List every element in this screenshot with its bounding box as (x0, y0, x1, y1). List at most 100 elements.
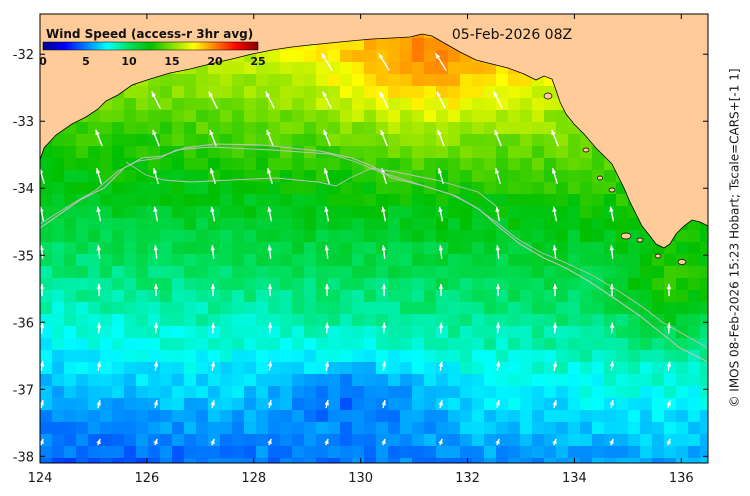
wind-cell (244, 422, 257, 435)
y-tick: -33 (13, 115, 708, 130)
wind-cell (556, 350, 569, 363)
wind-cell (220, 326, 233, 339)
wind-cell (664, 338, 677, 351)
wind-cell (532, 194, 545, 207)
wind-cell (76, 230, 89, 243)
wind-cell (112, 158, 125, 171)
wind-cell (220, 194, 233, 207)
wind-cell (244, 290, 257, 303)
wind-cell (688, 278, 701, 291)
wind-arrow (267, 322, 273, 334)
colorbar-tick-label: 20 (207, 55, 223, 68)
wind-cell (232, 434, 245, 447)
wind-cell (388, 446, 401, 459)
wind-cell (136, 134, 149, 147)
y-tick-label: -37 (13, 383, 34, 398)
wind-cell (184, 362, 197, 375)
wind-arrow (381, 283, 387, 297)
wind-arrow (552, 438, 557, 446)
wind-cell (256, 374, 269, 387)
wind-cell (112, 122, 125, 135)
wind-cell (208, 458, 221, 463)
wind-cell (76, 122, 89, 135)
wind-cell (352, 242, 365, 255)
wind-cell (352, 386, 365, 399)
wind-cell (460, 434, 473, 447)
wind-cell (400, 122, 413, 135)
wind-arrow (381, 438, 386, 446)
wind-cell (616, 350, 629, 363)
wind-cell (232, 458, 245, 463)
wind-cell (52, 146, 65, 159)
wind-arrow (153, 245, 159, 259)
wind-cell (424, 206, 437, 219)
wind-cell (436, 314, 449, 327)
wind-cell (460, 398, 473, 411)
wind-cell (172, 290, 185, 303)
wind-arrow (96, 361, 102, 371)
wind-cell (640, 242, 653, 255)
wind-cell (520, 158, 533, 171)
wind-cell (520, 134, 533, 147)
wind-cell (136, 290, 149, 303)
wind-cell (124, 326, 137, 339)
wind-cell (52, 134, 65, 147)
wind-cell (628, 398, 641, 411)
wind-arrow (438, 438, 443, 446)
wind-cell (232, 290, 245, 303)
wind-arrow (324, 322, 330, 334)
wind-cell (556, 458, 569, 463)
wind-cell (196, 86, 209, 99)
wind-cell (244, 386, 257, 399)
wind-cell (220, 278, 233, 291)
wind-cell (196, 110, 209, 123)
wind-cell (64, 374, 77, 387)
wind-arrow (324, 399, 329, 409)
wind-arrow (381, 361, 387, 371)
wind-cell (556, 254, 569, 267)
wind-cell (304, 134, 317, 147)
wind-cell (484, 278, 497, 291)
wind-cell (328, 146, 341, 159)
wind-cell (268, 86, 281, 99)
wind-cell (580, 398, 593, 411)
wind-arrow (40, 361, 45, 371)
wind-cell (244, 314, 257, 327)
wind-cell (124, 218, 137, 231)
wind-cell (220, 134, 233, 147)
wind-cell (484, 146, 497, 159)
island (582, 147, 590, 153)
wind-cell (76, 350, 89, 363)
wind-cell (196, 302, 209, 315)
wind-cell (52, 302, 65, 315)
wind-cell (424, 362, 437, 375)
wind-cell (364, 218, 377, 231)
wind-cell (412, 194, 425, 207)
wind-cell (40, 446, 53, 459)
wind-cell (688, 362, 701, 375)
wind-cell (436, 386, 449, 399)
wind-cell (112, 314, 125, 327)
wind-cell (292, 410, 305, 423)
wind-cell (700, 446, 708, 459)
wind-cell (244, 170, 257, 183)
wind-cell (328, 122, 341, 135)
wind-arrow (210, 361, 216, 371)
wind-cell (364, 74, 377, 87)
wind-cell (244, 122, 257, 135)
wind-cell (52, 422, 65, 435)
wind-cell (496, 230, 509, 243)
wind-cell (52, 290, 65, 303)
wind-cell (460, 314, 473, 327)
wind-cell (376, 86, 389, 99)
wind-cell (592, 386, 605, 399)
wind-cell (88, 134, 101, 147)
wind-cell (280, 302, 293, 315)
wind-cell (580, 386, 593, 399)
colorbar-tick-label: 15 (164, 55, 179, 68)
wind-cell (352, 158, 365, 171)
wind-cell (400, 458, 413, 463)
wind-cell (424, 386, 437, 399)
wind-cell (460, 230, 473, 243)
wind-cell (232, 326, 245, 339)
